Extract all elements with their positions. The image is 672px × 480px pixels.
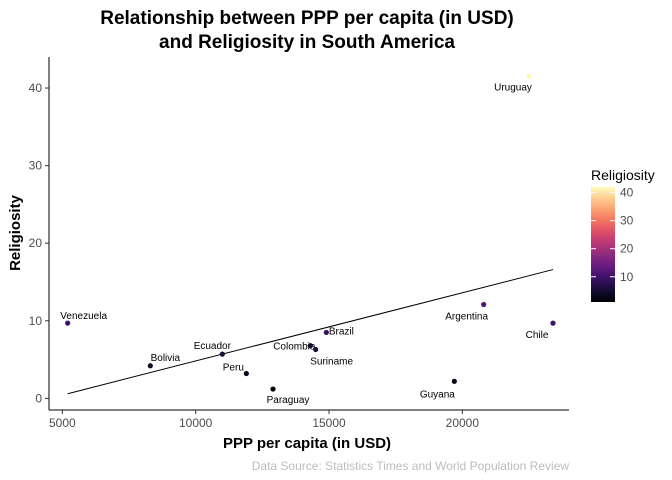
x-tick-label: 20000 bbox=[446, 416, 480, 430]
point-label: Colombia bbox=[273, 342, 316, 353]
point-label: Peru bbox=[223, 363, 244, 374]
y-tick-label: 10 bbox=[29, 314, 43, 328]
point-label: Argentina bbox=[445, 311, 488, 322]
trend-line bbox=[67, 269, 554, 395]
data-point bbox=[307, 343, 313, 349]
x-axis-title: PPP per capita (in USD) bbox=[223, 435, 391, 452]
data-point bbox=[219, 351, 225, 357]
chart-title-line2: and Religiosity in South America bbox=[159, 32, 455, 53]
color-legend: Religiosity 10 20 30 40 bbox=[591, 167, 655, 302]
y-tick-label: 40 bbox=[29, 81, 43, 95]
point-label: Ecuador bbox=[194, 341, 232, 352]
data-point bbox=[147, 363, 153, 369]
data-point bbox=[550, 320, 556, 326]
legend-tick-label: 10 bbox=[620, 270, 634, 284]
point-label: Uruguay bbox=[494, 82, 532, 93]
data-point bbox=[270, 386, 276, 392]
y-axis-title: Religiosity bbox=[7, 194, 24, 271]
y-tick-label: 0 bbox=[35, 391, 42, 405]
data-source-caption: Data Source: Statistics Times and World … bbox=[252, 459, 570, 473]
x-tick-label: 15000 bbox=[312, 416, 346, 430]
plot-area: 5000 10000 15000 20000 0 10 20 30 40 Uruguay Venez… bbox=[29, 57, 569, 430]
point-label: Chile bbox=[526, 330, 549, 341]
legend-tick-label: 40 bbox=[620, 186, 634, 200]
data-point bbox=[243, 370, 249, 377]
legend-title: Religiosity bbox=[591, 167, 655, 183]
point-label: Guyana bbox=[420, 389, 455, 400]
point-label: Brazil bbox=[329, 326, 354, 337]
data-point bbox=[65, 320, 71, 326]
chart-title-line1: Relationship between PPP per capita (in … bbox=[100, 8, 514, 29]
y-tick-label: 20 bbox=[29, 236, 43, 250]
x-tick-label: 10000 bbox=[179, 416, 213, 430]
data-point bbox=[481, 301, 487, 308]
y-tick-label: 30 bbox=[29, 159, 43, 173]
x-tick-label: 5000 bbox=[49, 416, 76, 430]
point-label: Bolivia bbox=[151, 353, 181, 364]
legend-tick-label: 30 bbox=[620, 214, 634, 228]
data-point bbox=[451, 378, 457, 384]
data-point bbox=[323, 329, 329, 336]
legend-tick-label: 20 bbox=[620, 242, 634, 256]
legend-colorbar bbox=[591, 187, 615, 302]
point-label: Venezuela bbox=[60, 311, 107, 322]
point-label: Paraguay bbox=[267, 395, 310, 406]
data-point bbox=[526, 73, 532, 79]
data-point bbox=[313, 346, 319, 353]
point-label: Suriname bbox=[310, 356, 353, 367]
